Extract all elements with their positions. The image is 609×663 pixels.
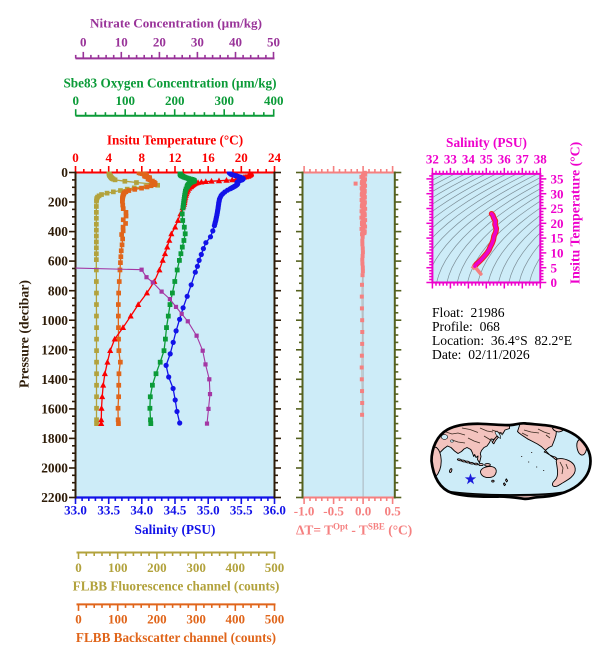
svg-text:2200: 2200 xyxy=(41,490,68,505)
svg-text:200: 200 xyxy=(147,560,167,575)
svg-text:-1.0: -1.0 xyxy=(294,504,315,519)
svg-text:24: 24 xyxy=(268,150,282,165)
svg-text:FLBB Fluorescence channel (cou: FLBB Fluorescence channel (counts) xyxy=(73,578,280,593)
svg-text:38: 38 xyxy=(534,152,548,167)
svg-text:Float: 21986: Float: 21986 xyxy=(432,305,505,320)
svg-text:30: 30 xyxy=(551,186,564,201)
svg-text:33.0: 33.0 xyxy=(64,503,87,518)
svg-text:15: 15 xyxy=(551,231,565,246)
svg-text:0: 0 xyxy=(72,93,79,108)
svg-text:Insitu Temperature (°C): Insitu Temperature (°C) xyxy=(107,133,243,148)
svg-text:0: 0 xyxy=(551,275,558,290)
svg-text:35: 35 xyxy=(480,152,494,167)
svg-text:Date: 02/11/2026: Date: 02/11/2026 xyxy=(432,347,530,362)
svg-text:0: 0 xyxy=(80,35,87,50)
svg-text:-0.5: -0.5 xyxy=(323,504,344,519)
svg-text:Insitu Temperature (°C): Insitu Temperature (°C) xyxy=(568,142,584,284)
svg-text:35.0: 35.0 xyxy=(197,503,220,518)
svg-text:1000: 1000 xyxy=(41,313,68,328)
svg-text:600: 600 xyxy=(48,254,68,269)
svg-text:FLBB Backscatter channel (coun: FLBB Backscatter channel (counts) xyxy=(76,630,276,645)
svg-text:34.5: 34.5 xyxy=(164,503,187,518)
svg-text:20: 20 xyxy=(235,150,248,165)
svg-text:Location: 36.4°S 82.2°E: Location: 36.4°S 82.2°E xyxy=(432,333,572,348)
svg-text:35: 35 xyxy=(551,172,565,187)
svg-text:34: 34 xyxy=(462,152,476,167)
svg-text:0.5: 0.5 xyxy=(384,504,401,519)
svg-text:Salinity (PSU): Salinity (PSU) xyxy=(446,135,527,150)
svg-text:400: 400 xyxy=(226,560,246,575)
svg-text:0: 0 xyxy=(75,560,82,575)
svg-text:400: 400 xyxy=(48,224,68,239)
svg-text:300: 300 xyxy=(186,560,206,575)
svg-text:0: 0 xyxy=(72,150,79,165)
svg-text:200: 200 xyxy=(48,195,68,210)
svg-text:200: 200 xyxy=(147,612,167,627)
svg-text:Pressure (decibar): Pressure (decibar) xyxy=(17,280,33,388)
svg-text:Salinity (PSU): Salinity (PSU) xyxy=(135,522,216,537)
svg-text:100: 100 xyxy=(108,560,128,575)
svg-text:100: 100 xyxy=(115,93,135,108)
svg-text:1400: 1400 xyxy=(41,372,68,387)
svg-text:12: 12 xyxy=(169,150,182,165)
svg-text:30: 30 xyxy=(191,35,204,50)
svg-text:0: 0 xyxy=(75,612,82,627)
svg-text:ΔT= TOpt - TSBE (°C): ΔT= TOpt - TSBE (°C) xyxy=(296,522,412,538)
svg-text:1200: 1200 xyxy=(41,342,68,357)
svg-text:40: 40 xyxy=(229,35,242,50)
svg-text:100: 100 xyxy=(108,612,128,627)
svg-text:25: 25 xyxy=(551,201,565,216)
svg-text:200: 200 xyxy=(165,93,185,108)
svg-text:36.0: 36.0 xyxy=(263,503,286,518)
svg-text:37: 37 xyxy=(516,152,530,167)
svg-text:2000: 2000 xyxy=(41,461,68,476)
svg-text:0.0: 0.0 xyxy=(355,504,371,519)
svg-text:1800: 1800 xyxy=(41,431,68,446)
svg-text:33: 33 xyxy=(444,152,458,167)
svg-text:800: 800 xyxy=(48,283,68,298)
svg-text:20: 20 xyxy=(551,216,564,231)
svg-text:10: 10 xyxy=(551,246,564,261)
svg-text:34.0: 34.0 xyxy=(130,503,153,518)
svg-text:Sbe83 Oxygen Concentration (µm: Sbe83 Oxygen Concentration (µm/kg) xyxy=(63,76,276,91)
svg-text:0: 0 xyxy=(61,165,68,180)
svg-text:Nitrate Concentration (µm/kg): Nitrate Concentration (µm/kg) xyxy=(90,16,262,31)
svg-text:10: 10 xyxy=(115,35,128,50)
svg-text:500: 500 xyxy=(265,612,285,627)
svg-text:36: 36 xyxy=(498,152,512,167)
svg-text:5: 5 xyxy=(551,260,558,275)
svg-text:300: 300 xyxy=(186,612,206,627)
svg-text:400: 400 xyxy=(226,612,246,627)
svg-text:8: 8 xyxy=(139,150,146,165)
svg-text:1600: 1600 xyxy=(41,402,68,417)
svg-text:20: 20 xyxy=(153,35,166,50)
svg-text:500: 500 xyxy=(265,560,285,575)
svg-text:32: 32 xyxy=(426,152,439,167)
svg-text:400: 400 xyxy=(264,93,284,108)
svg-text:300: 300 xyxy=(214,93,234,108)
svg-text:35.5: 35.5 xyxy=(230,503,253,518)
svg-text:50: 50 xyxy=(267,35,280,50)
svg-text:4: 4 xyxy=(105,150,112,165)
svg-text:16: 16 xyxy=(202,150,216,165)
svg-text:Profile: 068: Profile: 068 xyxy=(432,319,500,334)
svg-text:33.5: 33.5 xyxy=(97,503,120,518)
